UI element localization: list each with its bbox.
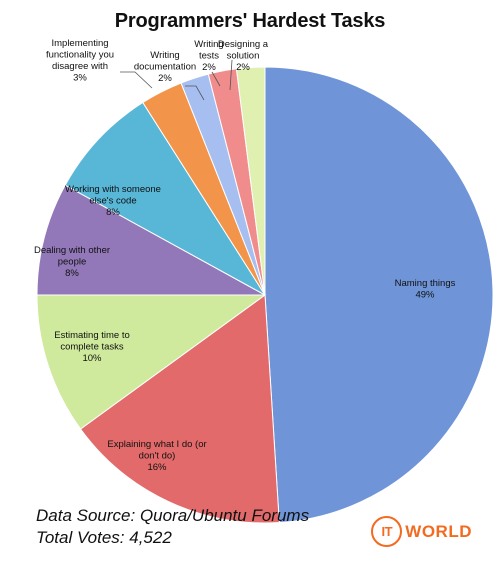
pie-slice: [264, 66, 494, 524]
leader-line: [120, 71, 153, 89]
leader-lines: [120, 59, 233, 101]
slice-label: Designing a solution 2%: [218, 39, 269, 73]
pie-slices: [36, 66, 494, 524]
data-source-text: Data Source: Quora/Ubuntu Forums: [36, 506, 310, 525]
leader-line: [211, 71, 221, 87]
slice-labels: Naming things 49% Explaining what I do (or…: [34, 38, 456, 473]
pie-slice: [36, 184, 266, 296]
pie-slice: [79, 294, 280, 524]
slice-label: Naming things 49%: [395, 278, 456, 301]
leader-line: [229, 59, 233, 91]
pie-slice: [64, 101, 266, 296]
logo-word: WORLD: [405, 521, 472, 541]
slice-label: Implementing functionality you disagree wi…: [46, 38, 114, 84]
pie-slice: [235, 66, 266, 296]
leader-line: [185, 85, 205, 101]
logo-badge: IT: [371, 516, 403, 547]
footer-notes: Data Source: Quora/Ubuntu Forums Total V…: [36, 505, 309, 549]
slice-label: Writing documentation 2%: [134, 50, 196, 84]
slice-label: Estimating time to complete tasks 10%: [54, 330, 130, 364]
pie-slice: [36, 294, 267, 430]
slice-label: Working with someone else's code 8%: [65, 184, 161, 218]
total-votes-text: Total Votes: 4,522: [36, 528, 172, 547]
chart-title: Programmers' Hardest Tasks: [114, 10, 386, 32]
itworld-logo: IT WORLD: [371, 516, 472, 547]
slice-label: Explaining what I do (or don't do) 16%: [107, 439, 206, 473]
slice-label: Dealing with other people 8%: [34, 245, 110, 279]
slice-label: Writing tests 2%: [194, 39, 223, 73]
